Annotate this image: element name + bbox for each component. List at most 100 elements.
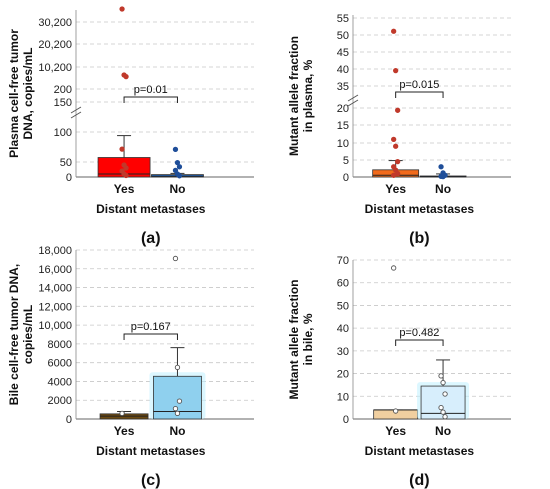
data-point (176, 173, 183, 179)
y-axis-label: Mutant allele fractionin plasma, % (287, 36, 315, 156)
y-tick-label: 10,000 (38, 320, 72, 332)
y-axis-label: Bile cell-free tumor DNA,copies/mL (7, 264, 35, 405)
y-tick-label: 200 (54, 84, 72, 96)
y-tick-label: 40 (337, 64, 349, 76)
data-point (393, 143, 399, 149)
data-point (442, 414, 448, 420)
y-tick-label: 50 (337, 30, 349, 42)
x-tick-label-no: No (435, 424, 451, 438)
y-tick-label: 55 (337, 13, 349, 25)
significance-bracket (123, 333, 178, 340)
y-tick-label: 0 (66, 172, 72, 184)
data-point (172, 255, 179, 262)
significance-bracket (395, 339, 444, 346)
axis-break-mark (70, 106, 82, 114)
data-point (393, 408, 399, 414)
data-point (174, 364, 181, 371)
data-point (395, 158, 401, 165)
y-tick-label: 35 (337, 81, 349, 93)
panel-label: (d) (409, 472, 429, 489)
data-point (391, 172, 397, 178)
data-point (438, 164, 444, 170)
data-point (119, 410, 125, 417)
data-point (119, 6, 125, 12)
y-tick-label: 30,200 (38, 17, 72, 29)
y-tick-label: 150 (54, 97, 72, 109)
data-point (172, 146, 179, 153)
data-point (438, 404, 444, 411)
data-point (172, 406, 179, 412)
p-value-label: p=0.167 (131, 321, 171, 333)
y-tick-label: 10 (337, 391, 349, 403)
data-point (440, 409, 446, 415)
chart-panel-c: 0 2000 4000 6000 8000 10,000 12,000 14,000 16,00… (7, 245, 254, 489)
data-point (438, 373, 444, 379)
x-axis-label: Distant metastases (365, 444, 475, 458)
data-point (395, 107, 401, 113)
y-tick-label: 30 (337, 346, 349, 358)
y-tick-label: 0 (66, 414, 72, 426)
x-tick-label-yes: Yes (114, 424, 135, 438)
data-point (176, 164, 183, 170)
y-tick-label: 20 (337, 103, 349, 115)
y-tick-label: 10 (337, 138, 349, 150)
x-tick-label-no: No (435, 182, 451, 196)
x-tick-label-yes: Yes (385, 182, 406, 196)
x-tick-label-yes: Yes (114, 182, 135, 196)
data-point (123, 73, 129, 80)
significance-bracket (395, 91, 444, 98)
y-tick-label: 5 (343, 155, 349, 167)
data-point (123, 172, 129, 179)
data-point (440, 174, 446, 180)
y-tick-label: 50 (337, 300, 349, 312)
y-tick-label: 0 (343, 172, 349, 184)
panel-label: (b) (409, 230, 429, 247)
y-tick-label: 0 (343, 414, 349, 426)
data-point (174, 159, 181, 166)
chart-panel-d: 0 10 20 30 40 50 60 70 Yes No p=0.482 Mutant allele… (287, 255, 511, 489)
data-point (174, 410, 181, 417)
y-tick-label: 60 (337, 278, 349, 290)
p-value-label: p=0.01 (134, 84, 168, 96)
chart-panel-b: 0 5 10 15 20 35 40 45 50 55 Yes No p=0.015 Mutant all… (287, 13, 511, 247)
axis-break-mark (347, 99, 359, 107)
y-tick-label: 2000 (48, 395, 72, 407)
panel-label: (a) (141, 230, 161, 247)
data-point (123, 165, 129, 171)
y-tick-label: 18,000 (38, 245, 72, 257)
x-tick-label-no: No (169, 182, 185, 196)
y-tick-label: 70 (337, 255, 349, 267)
axis-break-mark (70, 111, 82, 119)
panel-label: (c) (141, 472, 161, 489)
x-axis-label: Distant metastases (365, 202, 475, 216)
y-tick-label: 50 (60, 157, 72, 169)
data-point (440, 380, 446, 386)
y-tick-label: 6000 (48, 358, 72, 370)
x-axis-label: Distant metastases (96, 202, 206, 216)
data-point (391, 28, 397, 34)
y-tick-label: 16,000 (38, 264, 72, 276)
data-point (119, 146, 125, 152)
axis-break-mark (347, 94, 359, 102)
y-tick-label: 8000 (48, 339, 72, 351)
y-tick-label: 14,000 (38, 283, 72, 295)
data-point (393, 67, 399, 74)
data-point (391, 136, 397, 143)
data-point (391, 265, 397, 271)
y-axis-label: Plasma cell-free tumorDNA, copies/mL (7, 29, 35, 158)
y-tick-label: 10,200 (38, 62, 72, 74)
y-tick-label: 20,200 (38, 39, 72, 51)
x-tick-label-yes: Yes (385, 424, 406, 438)
y-tick-label: 20 (337, 369, 349, 381)
p-value-label: p=0.482 (399, 327, 439, 339)
y-axis-label: Mutant allele fractionin bile, % (287, 279, 315, 399)
significance-bracket (123, 96, 178, 103)
y-tick-label: 15 (337, 120, 349, 132)
y-tick-label: 4000 (48, 376, 72, 388)
y-tick-label: 40 (337, 323, 349, 335)
data-point (176, 398, 183, 404)
data-point (442, 391, 448, 397)
y-tick-label: 12,000 (38, 301, 72, 313)
